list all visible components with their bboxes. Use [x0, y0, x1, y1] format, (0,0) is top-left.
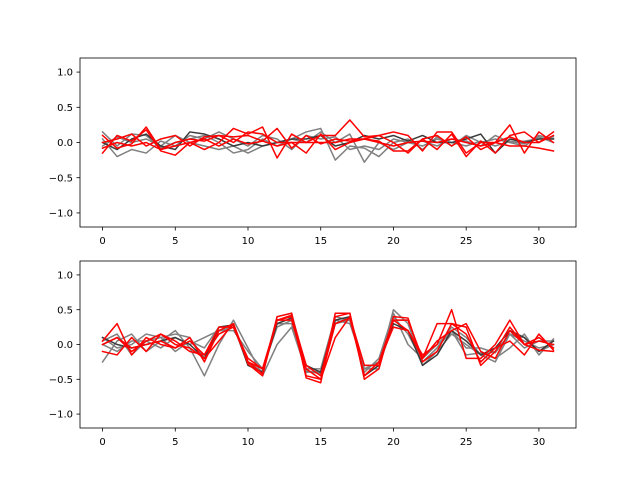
series-line-red-8 — [101, 312, 555, 384]
x-tick-label: 5 — [172, 437, 178, 448]
y-tick-label: 0.0 — [57, 138, 73, 149]
x-tick-label: 25 — [460, 236, 473, 247]
y-tick-label: −1.0 — [49, 209, 73, 220]
y-tick-label: 0.0 — [57, 340, 73, 351]
subplot-1: 0 5 10 15 20 25 30 −1.0 −0.5 0.0 0.5 1.0 — [49, 57, 577, 247]
x-tick-label: 5 — [172, 236, 178, 247]
y-tick-label: 0.5 — [57, 305, 73, 316]
y-tick-label: 0.5 — [57, 103, 73, 114]
y-tick-label: 1.0 — [57, 271, 73, 282]
x-tick-label: 20 — [387, 236, 400, 247]
x-tick-label: 0 — [99, 437, 105, 448]
x-tick-label: 30 — [533, 437, 546, 448]
series-group — [101, 119, 555, 163]
subplot-2: 0 5 10 15 20 25 30 −1.0 −0.5 0.0 0.5 1.0 — [49, 260, 577, 448]
y-tick-label: −0.5 — [49, 375, 73, 386]
series-group — [101, 308, 555, 384]
series-line-red-9 — [101, 317, 555, 381]
series-line-red-8 — [101, 138, 555, 152]
y-tick-label: 1.0 — [57, 68, 73, 79]
x-tick-label: 20 — [387, 437, 400, 448]
x-tick-label: 15 — [314, 437, 327, 448]
x-tick-label: 10 — [242, 437, 255, 448]
series-line-gray-2 — [101, 312, 555, 374]
y-tick-label: −1.0 — [49, 410, 73, 421]
y-tick-label: −0.5 — [49, 173, 73, 184]
x-tick-label: 10 — [242, 236, 255, 247]
x-tick-label: 25 — [460, 437, 473, 448]
x-tick-label: 15 — [314, 236, 327, 247]
x-tick-label: 0 — [99, 236, 105, 247]
x-tick-label: 30 — [533, 236, 546, 247]
